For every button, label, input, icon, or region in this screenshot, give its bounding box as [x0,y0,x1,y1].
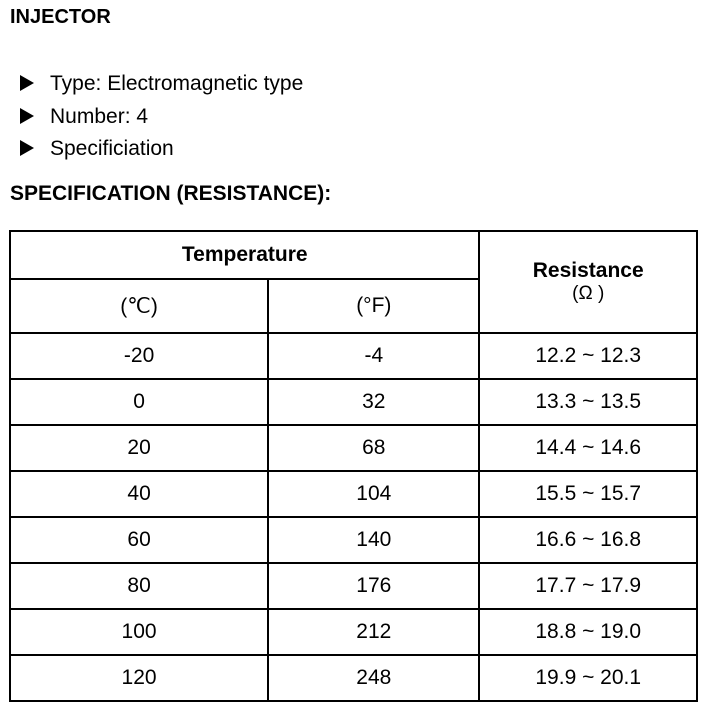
resistance-label: Resistance [532,259,644,282]
table-row: 40 104 15.5 ~ 15.7 [8,470,698,518]
celsius-cell: 0 [8,378,270,426]
temperature-header: Temperature [8,230,481,280]
bullet-spec: Specificiation [20,133,303,166]
resistance-cell: 18.8 ~ 19.0 [478,608,698,656]
bullet-number: Number: 4 [20,101,303,134]
celsius-cell: 100 [8,608,270,656]
bullet-type: Type: Electromagnetic type [20,68,303,101]
celsius-cell: 20 [8,424,270,472]
table-row: 60 140 16.6 ~ 16.8 [8,516,698,564]
triangle-bullet-icon [20,107,34,124]
bullet-text: Type: Electromagnetic type [50,72,304,95]
resistance-table: Temperature Resistance (Ω ) (℃) (°F) -20-… [8,230,698,702]
bullet-text: Number: 4 [50,104,149,128]
resistance-unit: (Ω ) [572,283,605,304]
fahrenheit-cell: 140 [267,516,481,564]
resistance-cell: 17.7 ~ 17.9 [478,562,698,610]
bullet-text: Specificiation [50,137,174,160]
table-row: 0 32 13.3 ~ 13.5 [8,378,698,426]
resistance-cell: 13.3 ~ 13.5 [478,378,698,426]
fahrenheit-cell: 104 [267,470,481,518]
table-row: 80 176 17.7 ~ 17.9 [8,562,698,610]
fahrenheit-cell: -4 [267,332,481,380]
triangle-bullet-icon [20,140,34,156]
fahrenheit-header: (°F) [267,278,481,334]
celsius-header: (℃) [8,278,270,334]
fahrenheit-cell: 212 [267,608,481,656]
fahrenheit-cell: 176 [267,562,481,610]
celsius-cell: 120 [8,654,270,702]
page-title: INJECTOR [10,6,111,28]
fahrenheit-cell: 248 [267,654,481,702]
celsius-cell: 40 [8,470,270,518]
celsius-cell: -20 [8,332,270,380]
resistance-cell: 16.6 ~ 16.8 [478,516,698,564]
triangle-bullet-icon [20,75,34,91]
table-row: 120 248 19.9 ~ 20.1 [8,654,698,702]
resistance-header: Resistance (Ω ) [478,230,698,334]
fahrenheit-cell: 68 [267,424,481,472]
celsius-cell: 60 [8,516,270,564]
fahrenheit-cell: 32 [267,378,481,426]
table-row: 100 212 18.8 ~ 19.0 [8,608,698,656]
resistance-cell: 19.9 ~ 20.1 [478,654,698,702]
spec-heading: SPECIFICATION (RESISTANCE): [10,182,332,205]
table-row: -20 -4 12.2 ~ 12.3 [8,332,698,380]
bullet-list: Type: Electromagnetic type Number: 4 Spe… [20,68,303,166]
table-row: 20 68 14.4 ~ 14.6 [8,424,698,472]
resistance-cell: 14.4 ~ 14.6 [478,424,698,472]
resistance-cell: 15.5 ~ 15.7 [478,470,698,518]
celsius-cell: 80 [8,562,270,610]
resistance-cell: 12.2 ~ 12.3 [478,332,698,380]
